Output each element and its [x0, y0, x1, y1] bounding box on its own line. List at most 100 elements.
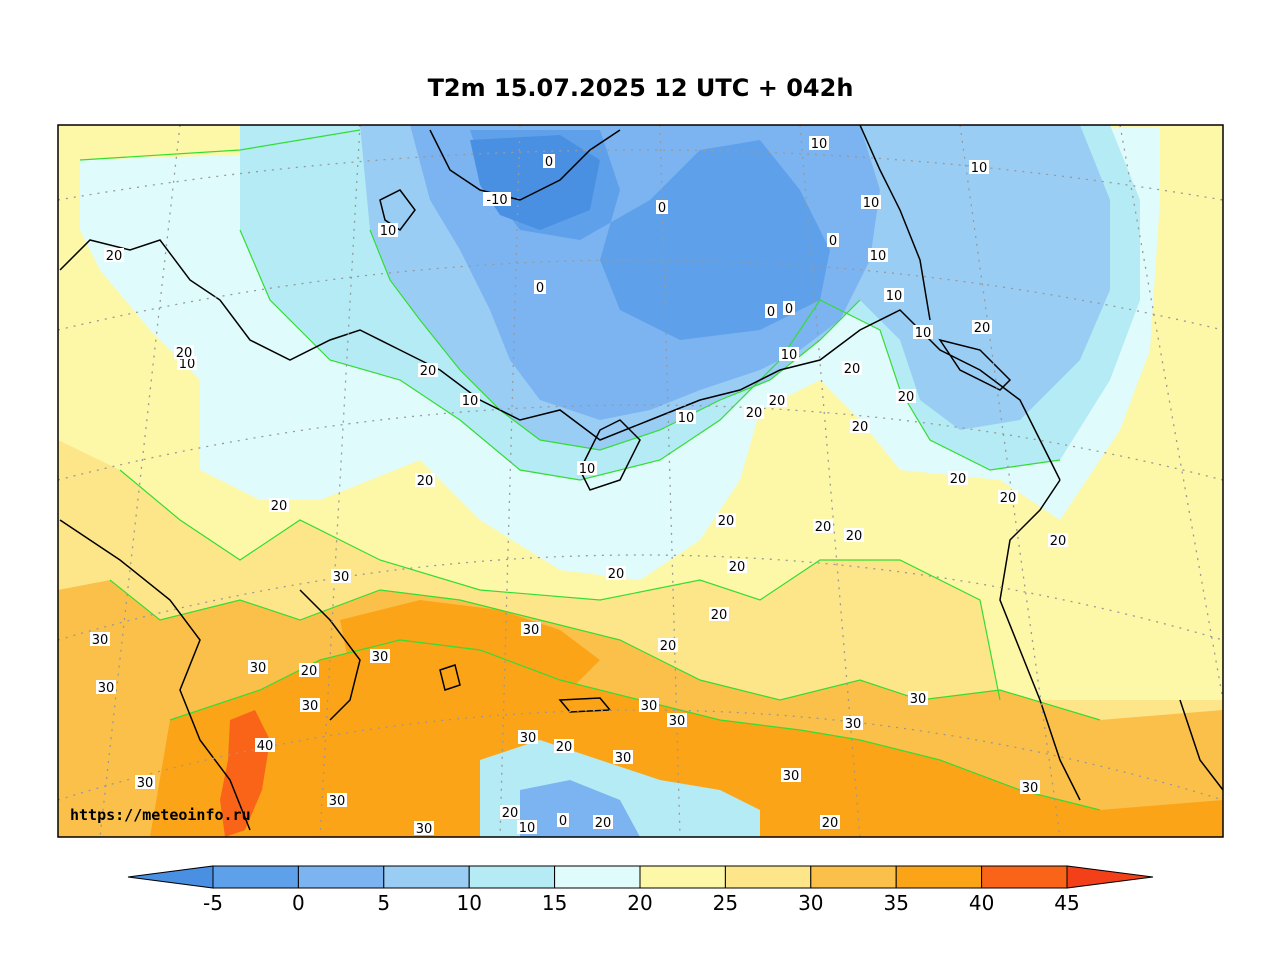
contour-label-bg: [90, 632, 110, 646]
colorbar-segment: [895, 865, 983, 889]
contour-label-bg: [969, 160, 989, 174]
contour-label-bg: [656, 200, 668, 214]
contour-label-bg: [744, 405, 764, 419]
contour-label-bg: [554, 739, 574, 753]
contour-label-bg: [104, 248, 124, 262]
contour-label-bg: [299, 663, 319, 677]
contour-label: 10: [884, 288, 904, 304]
contour-label-text: 0: [545, 155, 553, 170]
contour-label-bg: [861, 195, 881, 209]
contour-label-bg: [577, 461, 597, 475]
contour-label: 20: [850, 419, 870, 435]
contour-label-bg: [1020, 780, 1040, 794]
colorbar-segment: [981, 865, 1068, 889]
contour-label-bg: [500, 805, 520, 819]
contour-label-text: 20: [974, 321, 991, 336]
contour-label: 20: [658, 638, 678, 654]
contour-label-text: 30: [98, 681, 115, 696]
contour-label-text: 30: [250, 661, 267, 676]
contour-label-bg: [418, 363, 438, 377]
contour-label-text: 20: [420, 364, 437, 379]
contour-label: 0: [557, 813, 569, 829]
contour-label-bg: [248, 660, 268, 674]
contour-label-bg: [813, 519, 833, 533]
colorbar-segment: [383, 865, 470, 889]
contour-label: 30: [248, 660, 268, 676]
contour-label-bg: [370, 649, 390, 663]
contour-label-text: 40: [257, 739, 274, 754]
contour-label-bg: [543, 154, 555, 168]
contour-label-bg: [765, 304, 777, 318]
contour-label-text: 20: [746, 406, 763, 421]
contour-label: 30: [370, 649, 390, 665]
contour-label-bg: [135, 775, 155, 789]
contour-label: 20: [842, 361, 862, 377]
contour-label-text: 30: [416, 822, 433, 837]
contour-label-bg: [896, 389, 916, 403]
contour-label-text: 30: [92, 633, 109, 648]
contour-label-text: 30: [372, 650, 389, 665]
contour-label: 20: [269, 498, 289, 514]
contour-label: 30: [1020, 780, 1040, 796]
colorbar-extend-low: [127, 865, 214, 889]
contour-label: 20: [820, 815, 840, 831]
colorbar-segment: [639, 865, 726, 889]
contour-label-text: 20: [844, 362, 861, 377]
contour-label-bg: [913, 325, 933, 339]
contour-label-text: 30: [137, 776, 154, 791]
contour-label: 0: [765, 304, 777, 320]
contour-label: 20: [948, 471, 968, 487]
contour-label-text: 20: [852, 420, 869, 435]
contour-label-bg: [972, 320, 992, 334]
contour-label-bg: [767, 393, 787, 407]
contour-label-bg: [255, 738, 275, 752]
contour-label: 10: [676, 410, 696, 426]
contour-label: 10: [868, 248, 888, 264]
contour-label-text: 20: [502, 806, 519, 821]
contour-label-text: 20: [822, 816, 839, 831]
contour-label-bg: [593, 815, 613, 829]
contour-label-text: 30: [329, 794, 346, 809]
contour-label: 30: [639, 698, 659, 714]
contour-label-text: 20: [106, 249, 123, 264]
colorbar-segment: [212, 865, 299, 889]
contour-label-text: 10: [915, 326, 932, 341]
contour-label: 0: [783, 301, 795, 317]
contour-label: 30: [414, 821, 434, 837]
contour-label-bg: [676, 410, 696, 424]
contour-label: 20: [709, 607, 729, 623]
colorbar-segment: [468, 865, 556, 889]
contour-label-text: 20: [815, 520, 832, 535]
contour-label: 10: [517, 820, 537, 836]
contour-label-text: 0: [559, 814, 567, 829]
contour-label-bg: [948, 471, 968, 485]
contour-label-bg: [783, 301, 795, 315]
contour-label-text: 10: [462, 394, 479, 409]
contour-label-bg: [827, 233, 839, 247]
contour-label: 20: [844, 528, 864, 544]
contour-label: 0: [543, 154, 555, 170]
colorbar-tick-label: -5: [203, 891, 223, 915]
colorbar-segment: [297, 865, 385, 889]
contour-label-bg: [820, 815, 840, 829]
contour-label-bg: [1048, 533, 1068, 547]
contour-label: 20: [593, 815, 613, 831]
contour-label-text: 20: [556, 740, 573, 755]
contour-label-text: 0: [536, 281, 544, 296]
contour-label-text: 20: [950, 472, 967, 487]
contour-label: 10: [460, 393, 480, 409]
contour-label-bg: [414, 821, 434, 835]
contour-label-text: -10: [486, 193, 507, 208]
contour-label: 0: [534, 280, 546, 296]
contour-label: 30: [96, 680, 116, 696]
contour-label-text: 30: [783, 769, 800, 784]
contour-label: 10: [861, 195, 881, 211]
contour-label: 20: [716, 513, 736, 529]
contour-label-text: 30: [910, 692, 927, 707]
contour-label-text: 10: [863, 196, 880, 211]
colorbar-segment: [810, 865, 897, 889]
contour-label-text: 30: [520, 731, 537, 746]
contour-label: 30: [521, 622, 541, 638]
